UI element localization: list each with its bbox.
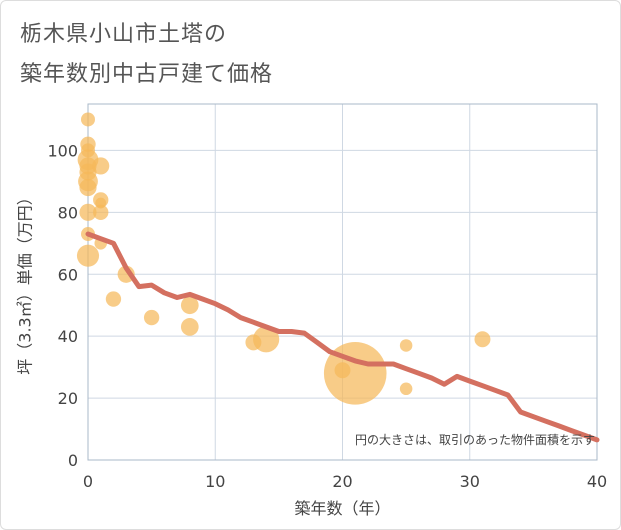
- y-axis-title: 坪（3.3㎡）単価（万円）: [16, 189, 35, 374]
- bubble-point: [180, 296, 199, 315]
- chart-title-line-2: 築年数別中古戸建て価格: [20, 62, 274, 87]
- y-tick-label: 80: [58, 203, 78, 222]
- bubble-point: [76, 244, 100, 267]
- bubble-size-note: 円の大きさは、取引のあった物件面積を示す: [355, 432, 595, 447]
- bubble-point: [399, 382, 413, 396]
- x-tick-label: 40: [587, 472, 607, 491]
- x-axis-title: 築年数（年）: [294, 499, 390, 518]
- trend-line: [85, 231, 600, 443]
- y-tick-label: 20: [58, 389, 78, 408]
- bubble-point: [79, 203, 97, 221]
- bubble-point: [81, 112, 95, 127]
- y-tick-labels: 0 20 40 60 80 100: [47, 141, 78, 470]
- bubble-point: [143, 309, 160, 326]
- bubble-point: [474, 331, 491, 348]
- grid-lines: [87, 104, 598, 461]
- bubble-point: [79, 179, 97, 197]
- y-tick-label: 60: [58, 265, 78, 284]
- bubble-point: [253, 326, 280, 353]
- y-tick-label: 100: [47, 141, 78, 160]
- x-tick-label: 30: [460, 472, 480, 491]
- x-tick-label: 20: [332, 472, 352, 491]
- bubble-point: [105, 291, 122, 307]
- x-tick-labels: 0 10 20 30 40: [83, 472, 607, 491]
- y-tick-label: 0: [68, 451, 78, 470]
- plot-area: [87, 103, 598, 461]
- bubble-series: [76, 112, 491, 405]
- chart-title-line-1: 栃木県小山市土塔の: [20, 22, 228, 47]
- bubble-point: [180, 318, 199, 336]
- bubble-point: [399, 339, 413, 352]
- x-tick-label: 10: [205, 472, 225, 491]
- bubble-point: [92, 157, 110, 175]
- bubble-point: [93, 204, 109, 221]
- x-tick-label: 0: [83, 472, 93, 491]
- y-tick-label: 40: [58, 327, 78, 346]
